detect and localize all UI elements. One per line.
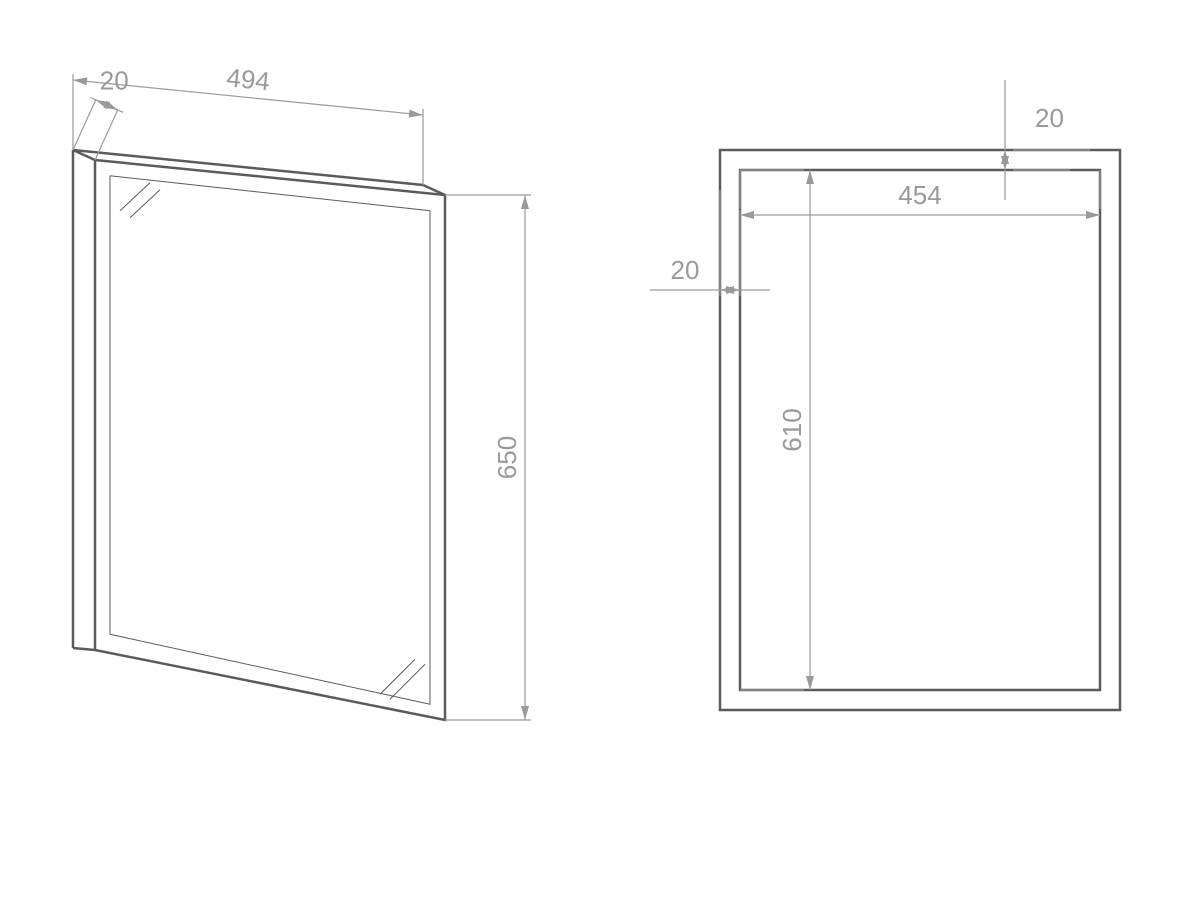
svg-text:650: 650 <box>492 436 522 479</box>
svg-text:454: 454 <box>898 180 941 210</box>
svg-text:494: 494 <box>225 62 271 96</box>
svg-text:20: 20 <box>100 65 129 95</box>
svg-text:20: 20 <box>1035 103 1064 133</box>
svg-text:610: 610 <box>777 408 807 451</box>
svg-text:20: 20 <box>671 255 700 285</box>
